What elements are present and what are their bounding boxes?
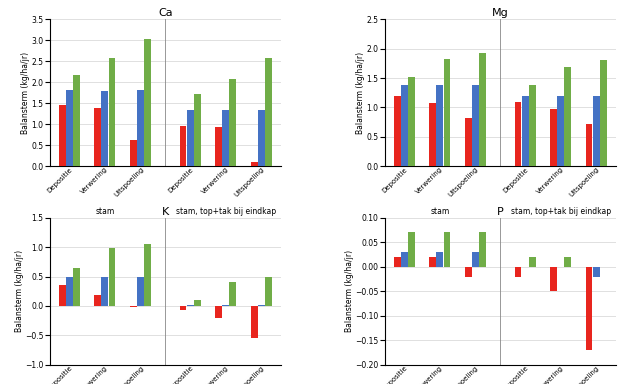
Bar	[130, 140, 137, 166]
Bar	[479, 53, 486, 166]
Bar	[251, 162, 258, 166]
Bar	[258, 305, 264, 306]
Bar	[408, 77, 415, 166]
Bar	[401, 252, 407, 267]
Bar	[550, 109, 557, 166]
Bar	[593, 267, 600, 276]
Bar	[472, 85, 479, 166]
Bar	[429, 257, 436, 267]
Bar	[187, 110, 193, 166]
Bar	[529, 257, 536, 267]
Bar	[472, 252, 479, 267]
Bar	[194, 94, 201, 166]
Bar	[222, 110, 229, 166]
Bar	[222, 305, 229, 306]
Title: P: P	[497, 207, 504, 217]
Text: stam, top+tak bij eindkap: stam, top+tak bij eindkap	[175, 207, 276, 217]
Y-axis label: Balansterm (kg/ha/jr): Balansterm (kg/ha/jr)	[345, 250, 354, 332]
Bar	[550, 267, 557, 291]
Title: K: K	[162, 207, 169, 217]
Bar	[514, 267, 521, 276]
Bar	[429, 103, 436, 166]
Bar	[230, 283, 236, 306]
Bar	[443, 59, 450, 166]
Bar	[144, 39, 151, 166]
Text: stam, top+tak bij eindkap: stam, top+tak bij eindkap	[511, 207, 611, 217]
Bar	[593, 96, 600, 166]
Bar	[586, 124, 593, 166]
Bar	[194, 300, 201, 306]
Bar	[66, 276, 73, 306]
Bar	[180, 306, 187, 310]
Y-axis label: Balansterm (kg/ha/jr): Balansterm (kg/ha/jr)	[356, 52, 365, 134]
Bar	[137, 276, 144, 306]
Bar	[109, 58, 115, 166]
Bar	[215, 306, 222, 318]
Bar	[73, 268, 80, 306]
Bar	[437, 85, 443, 166]
Bar	[258, 110, 264, 166]
Bar	[564, 257, 571, 267]
Bar	[437, 252, 443, 267]
Bar	[95, 108, 101, 166]
Bar	[109, 248, 115, 306]
Bar	[479, 232, 486, 267]
Bar	[59, 105, 65, 166]
Bar	[564, 68, 571, 166]
Bar	[215, 127, 222, 166]
Bar	[394, 96, 401, 166]
Text: stam: stam	[430, 207, 450, 217]
Bar	[230, 79, 236, 166]
Bar	[180, 126, 187, 166]
Bar	[529, 85, 536, 166]
Title: Ca: Ca	[158, 8, 172, 18]
Bar	[522, 96, 529, 166]
Bar	[401, 85, 407, 166]
Bar	[95, 295, 101, 306]
Title: Mg: Mg	[492, 8, 509, 18]
Bar	[265, 58, 272, 166]
Bar	[137, 90, 144, 166]
Bar	[187, 305, 193, 306]
Bar	[101, 91, 108, 166]
Bar	[251, 306, 258, 338]
Y-axis label: Balansterm (kg/ha/jr): Balansterm (kg/ha/jr)	[15, 250, 24, 332]
Bar	[144, 244, 151, 306]
Bar	[394, 257, 401, 267]
Bar	[73, 74, 80, 166]
Bar	[586, 267, 593, 350]
Bar	[600, 60, 606, 166]
Bar	[408, 232, 415, 267]
Bar	[59, 285, 65, 306]
Text: stam: stam	[95, 207, 114, 217]
Bar	[443, 232, 450, 267]
Bar	[66, 90, 73, 166]
Bar	[101, 276, 108, 306]
Bar	[557, 96, 564, 166]
Bar	[514, 101, 521, 166]
Y-axis label: Balansterm (kg/ha/jr): Balansterm (kg/ha/jr)	[21, 52, 30, 134]
Bar	[265, 276, 272, 306]
Bar	[130, 306, 137, 307]
Bar	[465, 267, 471, 276]
Bar	[465, 118, 471, 166]
